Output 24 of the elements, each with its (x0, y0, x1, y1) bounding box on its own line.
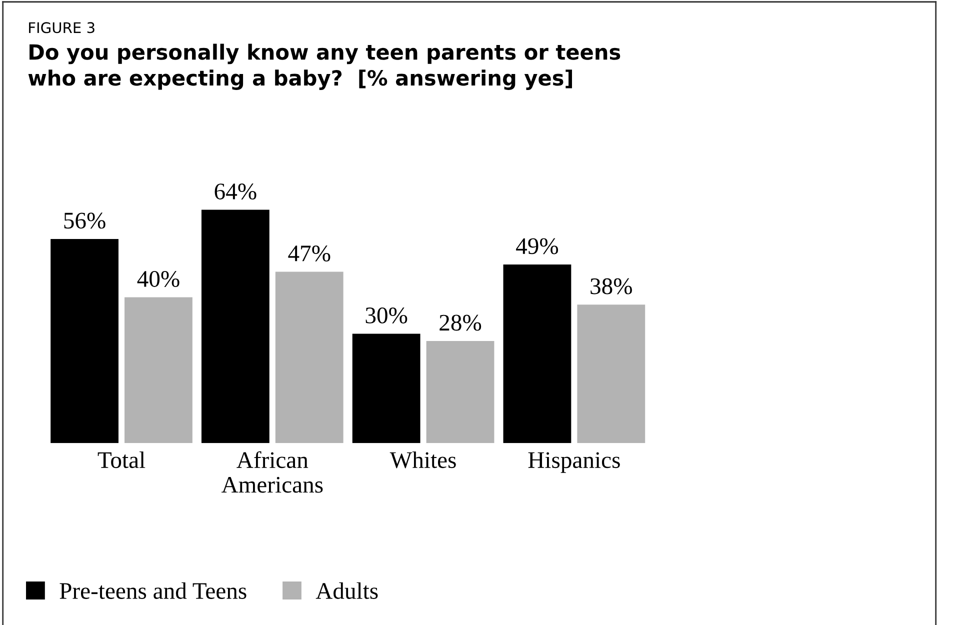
data-label: 47% (288, 245, 330, 262)
legend-label: Pre-teens and Teens (60, 582, 246, 599)
caption: FIGURE 3 (29, 22, 94, 34)
bar (201, 210, 270, 444)
data-label: 38% (590, 278, 632, 294)
bar (124, 297, 192, 444)
bar (352, 334, 420, 444)
x-tick-label: African Americans (221, 451, 323, 493)
data-label: 49% (516, 238, 558, 254)
x-tick-label: Total (98, 451, 146, 468)
bar (50, 238, 118, 444)
data-label: 28% (440, 314, 482, 331)
bar (503, 264, 572, 444)
data-label: 40% (137, 271, 180, 288)
x-tick-label: Whites (390, 451, 456, 468)
data-label: 56% (64, 212, 106, 229)
x-tick-label: Hispanics (528, 452, 620, 473)
bar (577, 304, 646, 444)
bar (426, 341, 494, 444)
chart-title: Do you personally know any teen parents or teens who are expecting a baby? [% answering yes] (28, 44, 620, 90)
bar (275, 272, 344, 444)
data-label: 30% (366, 307, 408, 324)
data-label: 64% (214, 184, 256, 200)
legend-label: Adults (316, 582, 378, 599)
